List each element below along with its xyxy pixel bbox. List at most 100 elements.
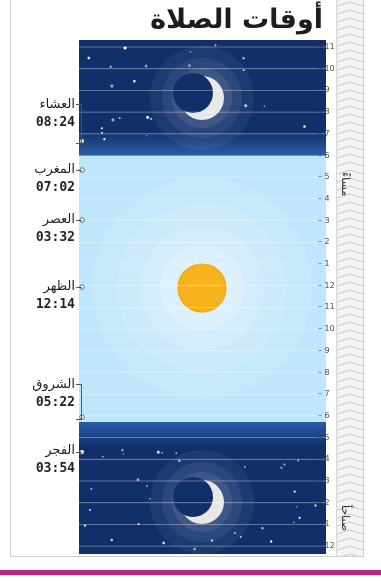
prayer-name: المغرب bbox=[34, 162, 75, 177]
star-icon bbox=[111, 118, 115, 122]
star-icon bbox=[146, 115, 150, 119]
hour-tick-label: – 2 bbox=[318, 497, 330, 507]
prayer-isha: العشاء 08:24 bbox=[36, 96, 75, 132]
star-icon bbox=[270, 540, 273, 543]
prayer-dhuhr: الظهر 12:14 bbox=[36, 278, 75, 314]
star-icon bbox=[210, 539, 214, 542]
star-icon bbox=[103, 137, 106, 141]
leader-line bbox=[76, 287, 82, 288]
hour-tick-label: – 7 bbox=[318, 389, 330, 399]
hour-tick-label: – 10 bbox=[318, 63, 335, 73]
prayer-name: الظهر bbox=[43, 279, 75, 294]
prayer-time: 07:02 bbox=[35, 180, 75, 195]
prayer-marker bbox=[79, 414, 85, 420]
hour-tick-label: – 4 bbox=[318, 454, 330, 464]
zigzag-time-ruler bbox=[336, 0, 363, 556]
dawn-band bbox=[79, 422, 326, 446]
star-icon bbox=[175, 452, 178, 455]
star-icon bbox=[100, 127, 104, 130]
star-icon bbox=[161, 452, 163, 454]
star-icon bbox=[293, 490, 296, 493]
star-icon bbox=[149, 117, 153, 121]
leader-line bbox=[76, 452, 82, 453]
hour-tick-label: – 7 bbox=[318, 128, 330, 138]
hour-tick-label: – 3 bbox=[318, 476, 330, 485]
star-icon bbox=[110, 84, 114, 88]
evening-label: مساءً bbox=[339, 172, 352, 197]
prayer-name: الفجر bbox=[45, 443, 75, 458]
star-icon bbox=[189, 50, 192, 53]
star-icon bbox=[136, 478, 140, 482]
hour-tick-label: – 8 bbox=[318, 367, 330, 377]
star-icon bbox=[239, 536, 242, 538]
hour-tick-label: – 4 bbox=[318, 193, 330, 203]
prayer-shuruq: الشروق 05:22 bbox=[32, 376, 75, 412]
star-icon bbox=[87, 56, 91, 60]
sun-icon bbox=[177, 263, 227, 313]
star-icon bbox=[297, 459, 300, 462]
star-icon bbox=[298, 516, 301, 519]
prayer-time: 03:32 bbox=[35, 230, 75, 245]
hour-tick-label: – 1 bbox=[318, 259, 330, 268]
prayer-maghrib: المغرب 07:02 bbox=[34, 161, 75, 197]
hour-tick-label: – 5 bbox=[318, 172, 330, 182]
star-icon bbox=[314, 504, 317, 507]
prayer-time: 03:54 bbox=[35, 461, 75, 476]
day-night-illustration bbox=[79, 40, 326, 554]
prayer-time: 08:24 bbox=[35, 115, 75, 130]
star-icon bbox=[149, 498, 151, 500]
prayer-name: الشروق bbox=[32, 377, 75, 392]
zigzag-pattern bbox=[337, 0, 363, 556]
hour-tick-label: – 2 bbox=[318, 237, 330, 247]
star-icon bbox=[89, 508, 92, 512]
prayer-fajr: الفجر 03:54 bbox=[36, 442, 75, 478]
moon-icon bbox=[173, 73, 224, 120]
star-icon bbox=[123, 46, 127, 50]
page-title: أوقات الصلاة bbox=[150, 4, 323, 35]
star-icon bbox=[110, 538, 113, 542]
star-icon bbox=[178, 459, 181, 463]
star-icon bbox=[144, 64, 148, 68]
hour-tick-label: – 10 bbox=[318, 324, 335, 334]
prayer-marker bbox=[79, 449, 85, 455]
star-icon bbox=[162, 541, 166, 545]
star-icon bbox=[133, 79, 136, 83]
hour-tick-label: – 1 bbox=[318, 519, 330, 529]
accent-rule bbox=[0, 570, 381, 575]
star-icon bbox=[146, 485, 148, 487]
morning-label: صباحاً bbox=[339, 505, 352, 532]
star-icon bbox=[303, 125, 306, 128]
leader-line bbox=[76, 104, 82, 144]
star-icon bbox=[90, 488, 93, 490]
star-icon bbox=[293, 521, 295, 523]
hour-tick-label: – 8 bbox=[318, 107, 330, 117]
stars bbox=[83, 44, 317, 551]
prayer-time: 05:22 bbox=[35, 395, 75, 410]
star-icon bbox=[118, 116, 121, 120]
prayer-name: العصر bbox=[42, 212, 75, 227]
hour-tick-label: – 6 bbox=[318, 410, 330, 420]
star-icon bbox=[145, 135, 148, 137]
leader-line bbox=[76, 384, 82, 420]
star-icon bbox=[137, 523, 140, 525]
hour-tick-label: – 5 bbox=[318, 432, 330, 442]
star-icon bbox=[193, 547, 196, 551]
moon-icon bbox=[173, 477, 224, 524]
star-icon bbox=[233, 531, 236, 535]
leader-line bbox=[76, 220, 82, 221]
star-icon bbox=[121, 448, 124, 452]
star-icon bbox=[101, 131, 103, 134]
dusk-band bbox=[79, 132, 326, 156]
leader-line bbox=[76, 170, 82, 171]
star-icon bbox=[109, 65, 112, 68]
hour-tick-label: – 12 bbox=[318, 280, 335, 290]
star-icon bbox=[283, 463, 286, 466]
prayer-name: العشاء bbox=[39, 97, 75, 112]
star-icon bbox=[242, 69, 245, 72]
star-icon bbox=[244, 104, 248, 108]
star-icon bbox=[156, 450, 160, 454]
star-icon bbox=[101, 455, 104, 458]
prayer-asr: العصر 03:32 bbox=[36, 211, 75, 247]
star-icon bbox=[188, 64, 191, 67]
hour-tick-label: – 6 bbox=[318, 150, 330, 160]
